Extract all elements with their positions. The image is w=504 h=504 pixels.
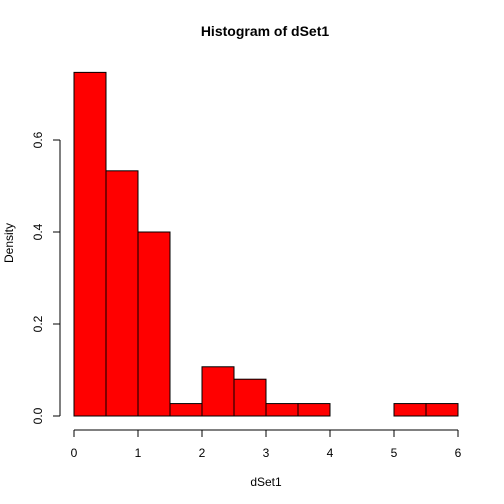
x-tick-label-4: 4 [327,446,334,460]
y-tick-label-3: 0.6 [31,131,45,148]
histogram-bar-3 [169,403,203,417]
chart-title: Histogram of dSet1 [201,23,330,39]
bars-group [73,71,459,417]
histogram-bar-5 [233,378,267,417]
x-tick-label-1: 1 [135,446,142,460]
x-tick-label-3: 3 [263,446,270,460]
x-axis: 0 1 2 3 4 5 6 [71,429,462,460]
x-tick-label-5: 5 [391,446,398,460]
y-tick-label-0: 0.0 [31,407,45,424]
histogram-bar-10 [393,403,427,417]
x-tick-label-6: 6 [455,446,462,460]
x-tick-label-2: 2 [199,446,206,460]
y-axis: 0.0 0.2 0.4 0.6 [31,131,61,424]
histogram-bar-7 [297,403,331,417]
histogram-bar-6 [265,403,299,417]
y-tick-label-1: 0.2 [31,315,45,332]
histogram-bar-11 [425,403,459,417]
histogram-bar-2 [137,231,171,417]
histogram-bar-1 [105,170,139,417]
y-tick-label-2: 0.4 [31,223,45,240]
x-axis-label: dSet1 [250,475,282,489]
y-axis-label: Density [2,223,16,263]
histogram-bar-0 [73,71,107,417]
x-tick-label-0: 0 [71,446,78,460]
histogram-bar-4 [201,366,235,417]
